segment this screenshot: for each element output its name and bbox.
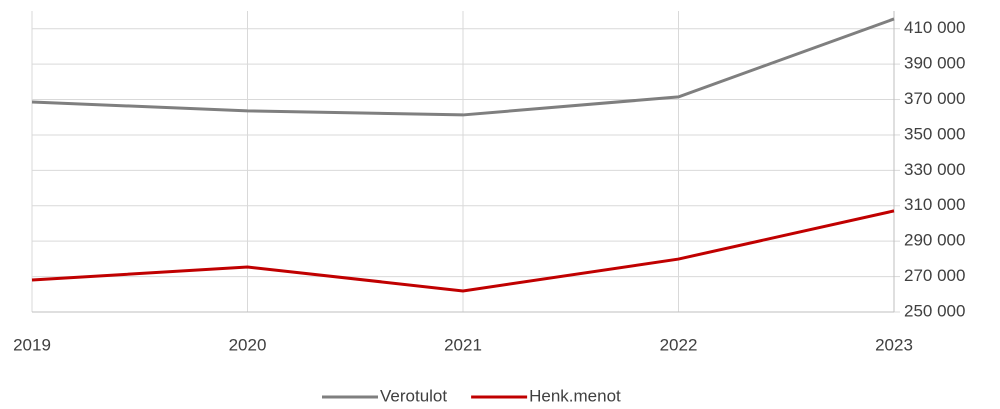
line-series: [31, 209, 895, 293]
x-tick-label: 2019: [13, 335, 51, 354]
y-tick-label: 270 000: [904, 266, 965, 285]
x-tick-label: 2022: [660, 335, 698, 354]
legend-label: Henk.menot: [529, 386, 621, 405]
y-tick-label: 250 000: [904, 301, 965, 320]
y-tick-label: 330 000: [904, 160, 965, 179]
y-tick-label: 370 000: [904, 89, 965, 108]
x-tick-label: 2023: [875, 335, 913, 354]
y-tick-label: 290 000: [904, 231, 965, 250]
y-tick-label: 410 000: [904, 18, 965, 37]
legend-label: Verotulot: [380, 386, 447, 405]
x-tick-label: 2020: [229, 335, 267, 354]
y-tick-label: 310 000: [904, 195, 965, 214]
y-tick-label: 350 000: [904, 124, 965, 143]
line-series: [31, 17, 895, 117]
y-tick-label: 390 000: [904, 54, 965, 73]
x-tick-label: 2021: [444, 335, 482, 354]
